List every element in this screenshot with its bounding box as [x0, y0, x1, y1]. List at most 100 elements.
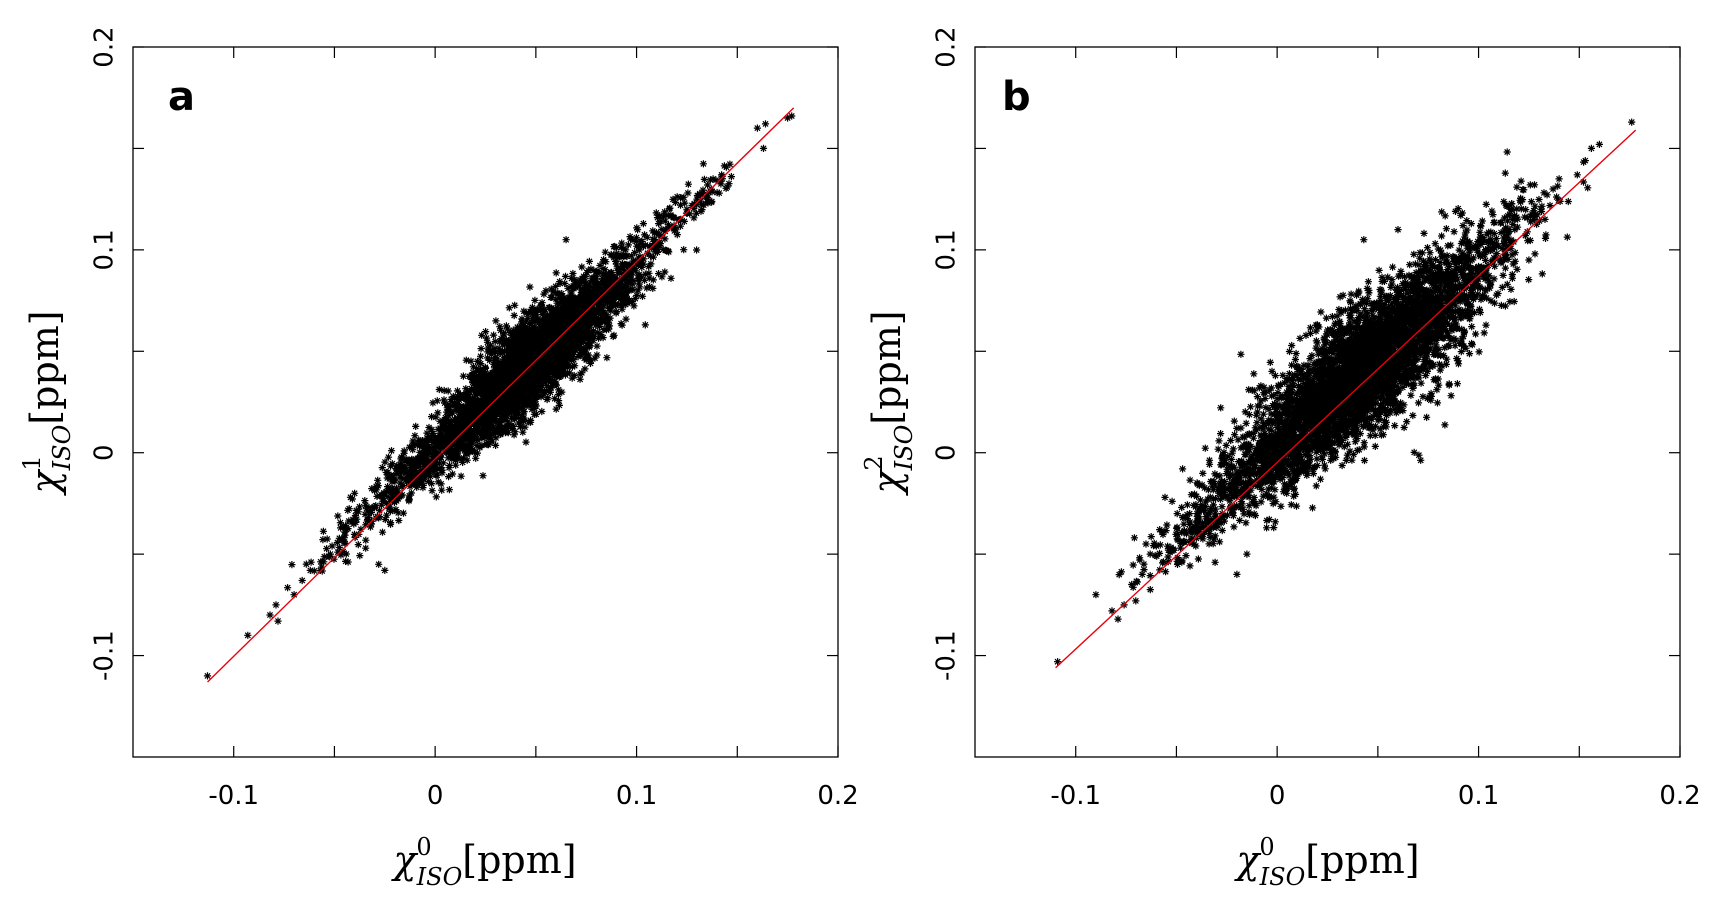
data-point [533, 307, 541, 315]
data-point [398, 467, 406, 475]
data-point [376, 507, 384, 515]
plot-frame-b [974, 46, 1681, 758]
data-point [543, 347, 551, 356]
data-point [450, 399, 459, 407]
data-point [565, 369, 574, 377]
data-point [504, 375, 512, 383]
data-point [558, 292, 566, 300]
data-point [381, 458, 389, 466]
data-point [520, 386, 528, 394]
data-point [470, 385, 478, 394]
data-point [423, 429, 431, 437]
data-point [519, 428, 527, 436]
data-point [614, 253, 622, 261]
data-point [473, 383, 481, 391]
data-point [627, 275, 635, 284]
data-point [512, 414, 520, 422]
data-point [448, 470, 457, 478]
data-point [320, 553, 328, 561]
data-point [399, 509, 408, 517]
data-point [434, 409, 442, 417]
data-point [534, 343, 543, 351]
data-point [544, 354, 552, 362]
data-point [505, 304, 513, 312]
data-point [528, 303, 537, 311]
data-point [550, 336, 558, 344]
data-point [456, 441, 464, 449]
data-point [571, 362, 579, 370]
data-point [680, 217, 688, 225]
data-point [676, 201, 685, 209]
data-point [384, 493, 392, 501]
data-point [673, 231, 681, 239]
y-tick-label: 0.1 [90, 229, 120, 270]
data-point [1281, 379, 1289, 387]
data-point [598, 314, 607, 322]
data-point [371, 504, 379, 512]
data-point [485, 371, 493, 380]
data-point [501, 354, 509, 362]
data-point [508, 367, 516, 375]
data-point [693, 195, 701, 203]
data-point [307, 558, 315, 566]
data-point [401, 464, 409, 472]
data-point [353, 515, 361, 523]
data-point [1363, 295, 1372, 303]
data-point [522, 347, 531, 355]
data-point [462, 418, 470, 426]
data-point [482, 406, 490, 414]
data-point [725, 180, 733, 188]
data-point [761, 120, 770, 128]
data-point [1445, 341, 1453, 350]
data-point [393, 464, 401, 472]
data-point [319, 535, 327, 544]
data-point [405, 469, 413, 477]
data-point [532, 359, 541, 367]
data-point [408, 480, 416, 489]
data-point [569, 314, 577, 322]
data-point [302, 560, 310, 568]
data-point [620, 253, 628, 261]
data-point [559, 357, 567, 365]
data-point [480, 418, 488, 426]
data-point [528, 383, 537, 391]
data-point [1474, 269, 1482, 277]
data-point [699, 186, 707, 194]
data-point [508, 350, 516, 358]
data-point [518, 315, 526, 323]
data-point [575, 283, 584, 291]
data-point [485, 412, 493, 420]
data-point [519, 411, 527, 419]
data-point [513, 323, 522, 331]
data-point [698, 191, 706, 199]
data-point [628, 252, 636, 260]
data-point [599, 258, 607, 266]
data-point [445, 464, 453, 472]
data-point [574, 353, 582, 361]
data-point [434, 478, 442, 486]
data-point [598, 274, 607, 282]
data-point [1260, 383, 1268, 391]
data-point [583, 269, 591, 277]
data-point [544, 394, 552, 402]
data-point [445, 486, 453, 494]
data-point [619, 245, 627, 253]
data-point [1391, 422, 1399, 430]
data-point [473, 365, 481, 373]
data-point [707, 198, 716, 206]
data-point [469, 371, 477, 380]
data-point [552, 365, 560, 373]
data-point [514, 360, 522, 368]
data-point [588, 274, 596, 282]
data-point [454, 402, 462, 410]
data-point [459, 458, 467, 466]
data-point [595, 301, 603, 309]
data-point [400, 449, 408, 457]
data-point [422, 436, 430, 444]
data-point [540, 340, 549, 349]
data-point [498, 427, 506, 435]
data-point [1347, 429, 1355, 437]
data-point [453, 450, 461, 458]
data-point [562, 350, 570, 358]
data-point [526, 283, 534, 291]
